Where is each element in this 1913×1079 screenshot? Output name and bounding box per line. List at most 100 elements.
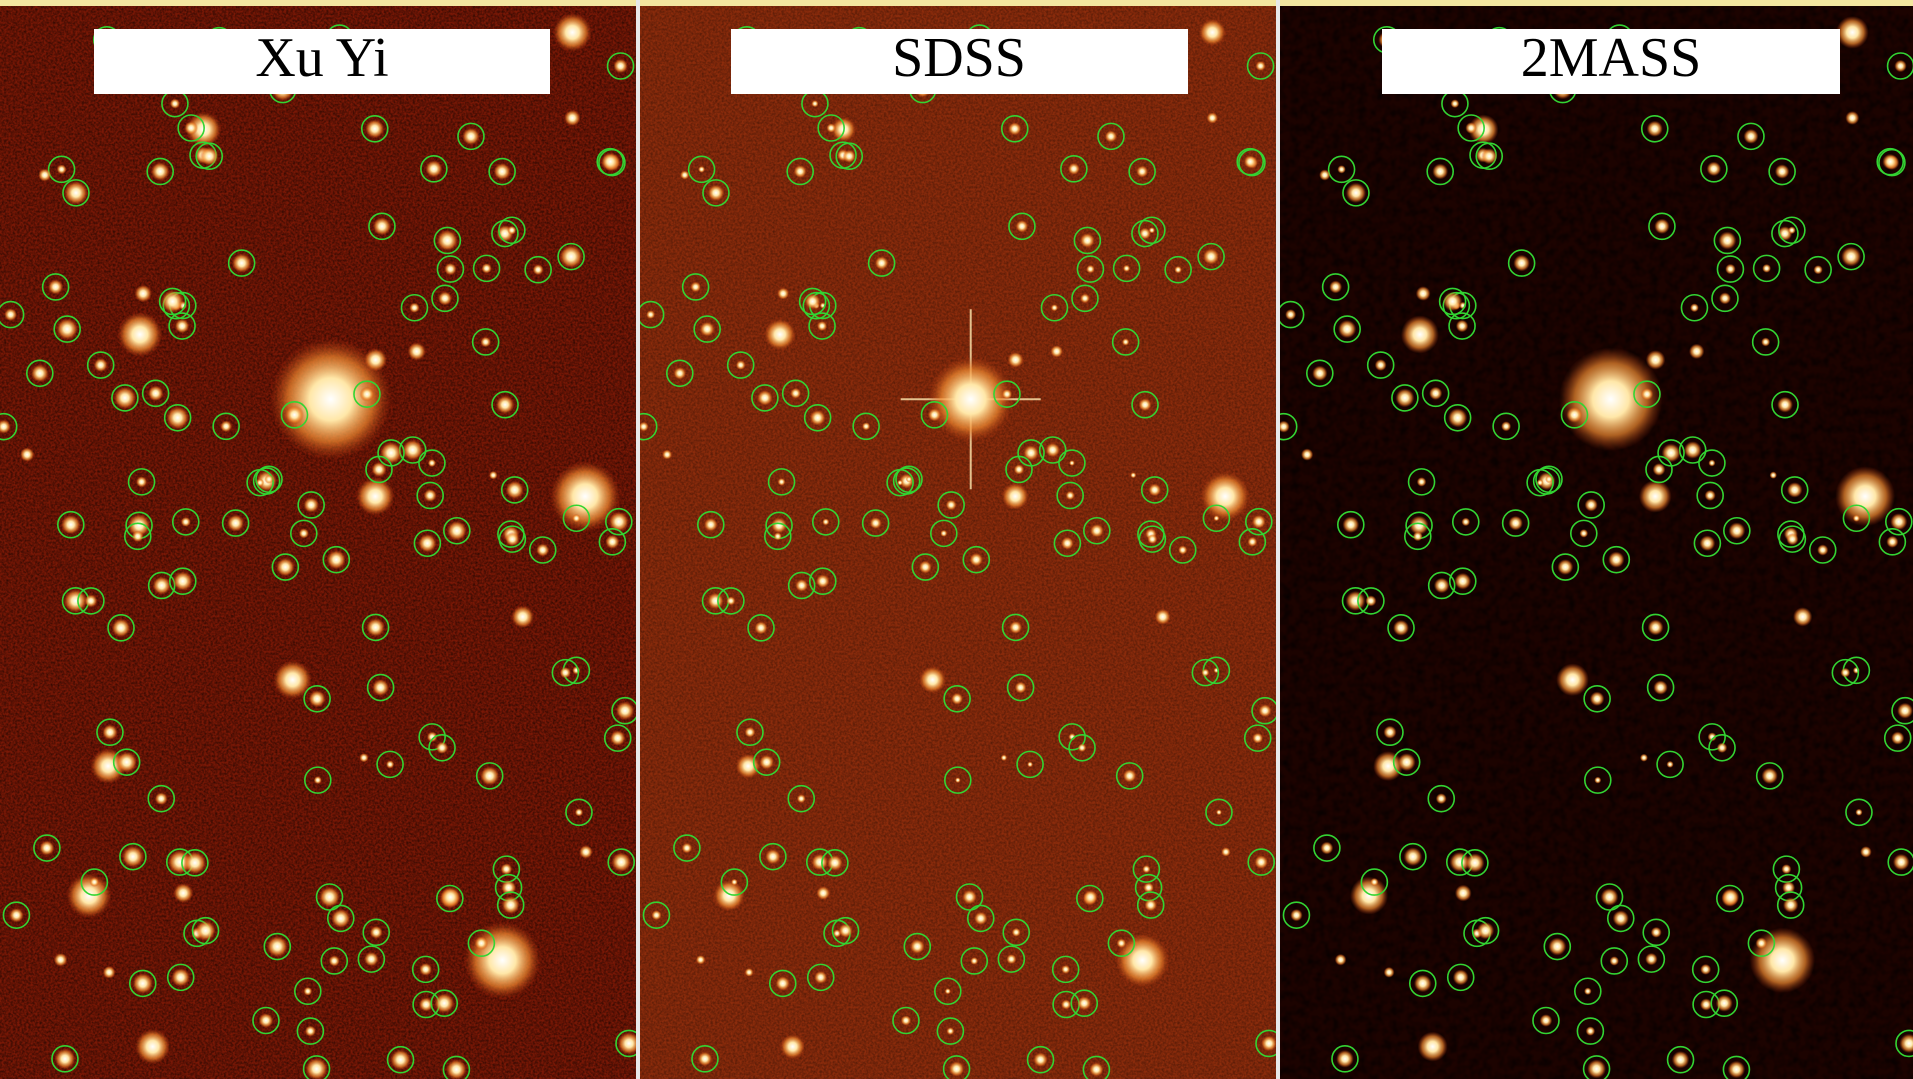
- star: [605, 535, 619, 549]
- star: [31, 364, 49, 382]
- star: [1144, 899, 1157, 912]
- star: [1346, 183, 1366, 203]
- star: [1708, 460, 1715, 467]
- label-xu-yi: Xu Yi: [94, 27, 550, 94]
- star: [810, 410, 826, 426]
- star: [1654, 219, 1669, 234]
- star: [1705, 490, 1716, 501]
- star: [1501, 421, 1511, 431]
- star: [438, 291, 452, 305]
- star: [1346, 591, 1366, 611]
- star: [1012, 928, 1021, 937]
- panel-noise: [1280, 0, 1913, 1079]
- star: [1105, 130, 1117, 142]
- star: [1252, 733, 1263, 744]
- star: [875, 256, 889, 270]
- star: [1090, 524, 1104, 538]
- star: [1891, 731, 1904, 744]
- star: [838, 923, 852, 937]
- star: [698, 1052, 713, 1067]
- star: [1261, 1035, 1277, 1051]
- star: [1817, 544, 1828, 555]
- star: [505, 532, 519, 546]
- star: [946, 1027, 954, 1035]
- bright-star: [67, 873, 112, 918]
- star: [1136, 166, 1148, 178]
- star: [1122, 338, 1129, 345]
- star: [327, 550, 346, 569]
- bright-star: [1836, 16, 1869, 49]
- star: [962, 890, 977, 905]
- star: [1077, 996, 1091, 1010]
- star: [1894, 60, 1906, 72]
- star: [775, 976, 790, 991]
- star: [151, 162, 170, 181]
- star: [480, 337, 491, 348]
- star: [1718, 231, 1736, 249]
- star: [1700, 964, 1711, 975]
- star: [434, 993, 454, 1013]
- star: [757, 390, 773, 406]
- star: [1653, 463, 1666, 476]
- star: [1456, 320, 1468, 332]
- star: [1050, 345, 1063, 358]
- star: [949, 1061, 965, 1077]
- star: [1667, 761, 1674, 768]
- star: [1645, 953, 1657, 965]
- star: [1786, 533, 1798, 545]
- star: [1033, 1052, 1047, 1066]
- star: [1584, 987, 1592, 995]
- star: [1647, 121, 1663, 137]
- star: [822, 518, 829, 525]
- star: [1777, 397, 1793, 413]
- star: [811, 100, 818, 107]
- star: [232, 253, 252, 273]
- star: [736, 360, 746, 370]
- star: [1684, 441, 1702, 459]
- star: [1840, 668, 1850, 678]
- star: [1174, 266, 1182, 274]
- star: [1781, 864, 1791, 874]
- star: [1312, 366, 1327, 381]
- star: [1147, 534, 1157, 544]
- star: [20, 447, 34, 461]
- star: [970, 553, 983, 566]
- star: [1608, 551, 1624, 567]
- star: [161, 290, 184, 313]
- star: [1008, 352, 1024, 368]
- star: [1481, 148, 1497, 164]
- star: [906, 476, 912, 482]
- star: [506, 481, 524, 499]
- star: [1775, 164, 1790, 179]
- star: [481, 263, 491, 273]
- star: [55, 1048, 76, 1069]
- star: [731, 879, 738, 886]
- star: [901, 1015, 911, 1025]
- star: [1061, 999, 1071, 1009]
- star: [134, 285, 151, 302]
- star: [1155, 609, 1171, 625]
- star: [132, 973, 153, 994]
- star: [1841, 247, 1861, 267]
- star: [698, 166, 705, 173]
- star: [1893, 854, 1910, 871]
- star: [331, 909, 350, 928]
- star: [309, 690, 326, 707]
- star: [1579, 529, 1588, 538]
- star: [1178, 545, 1187, 554]
- star: [303, 987, 312, 996]
- star: [1443, 292, 1463, 312]
- star: [305, 1025, 316, 1036]
- star: [1001, 754, 1008, 761]
- star: [1201, 669, 1209, 677]
- star: [1370, 878, 1378, 886]
- star: [843, 150, 856, 163]
- star: [56, 318, 78, 340]
- star: [611, 852, 631, 872]
- star: [1653, 680, 1667, 694]
- star: [1254, 855, 1268, 869]
- star: [303, 497, 319, 513]
- star: [259, 1013, 274, 1028]
- star: [90, 877, 100, 887]
- star: [1434, 578, 1450, 594]
